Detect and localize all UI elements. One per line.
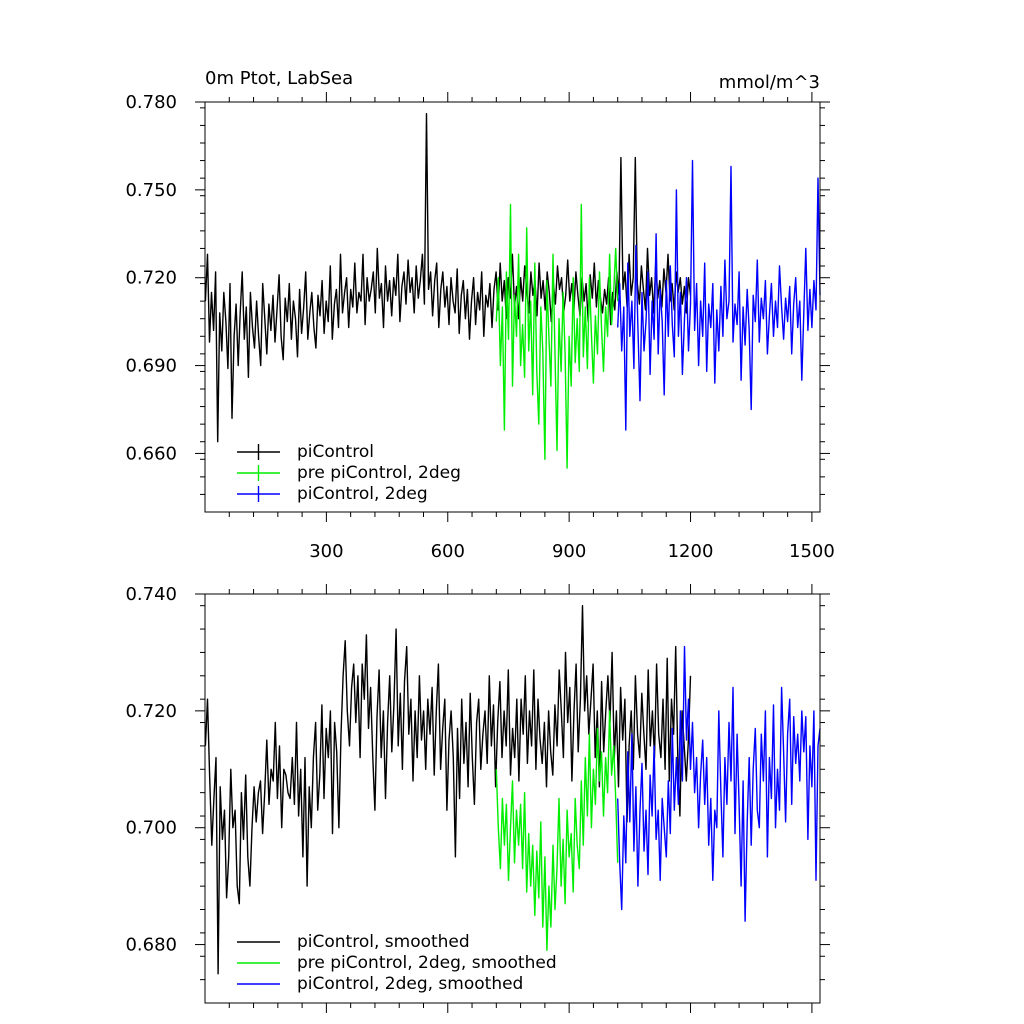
legend-label: piControl, 2deg, smoothed (297, 974, 523, 994)
chart-title: 0m Ptot, LabSea (205, 68, 353, 89)
units-label: mmol/m^3 (719, 72, 820, 93)
y-tick-label: 0.660 (125, 443, 177, 464)
series-line-1 (204, 113, 692, 443)
legend-label: piControl (297, 442, 374, 462)
y-tick-label: 0.780 (125, 92, 177, 113)
series-line-3 (617, 645, 821, 922)
top-axes: 300 600 900 1200 1500 0.660 0.690 0.720 0.750 0.7… (125, 92, 835, 562)
top-chart-panel: 0m Ptot, LabSea mmol/m^3 300 600 900 1200 15… (125, 68, 834, 562)
bottom-series-group (204, 605, 821, 975)
x-tick-label: 300 (309, 541, 343, 562)
y-tick-label: 0.740 (125, 584, 177, 605)
x-tick-label: 900 (552, 541, 586, 562)
series-line-2 (495, 203, 619, 469)
y-tick-label: 0.700 (125, 818, 177, 839)
legend-label: piControl, smoothed (297, 932, 470, 952)
x-tick-label: 1200 (668, 541, 714, 562)
legend-label: pre piControl, 2deg, smoothed (297, 953, 557, 973)
plot-frame (204, 593, 821, 1004)
x-tick-label: 1500 (789, 541, 835, 562)
y-tick-label: 0.720 (125, 268, 177, 289)
bottom-chart-panel: 0.680 0.700 0.720 0.740 piControl, smoothed… (125, 584, 830, 1013)
top-series-group (204, 113, 821, 469)
bottom-axes: 0.680 0.700 0.720 0.740 (125, 584, 830, 1013)
y-tick-label: 0.750 (125, 180, 177, 201)
y-tick-label: 0.680 (125, 935, 177, 956)
legend-label: pre piControl, 2deg (297, 463, 461, 483)
series-line-2 (495, 710, 619, 952)
series-line-1 (204, 605, 692, 975)
series-line-3 (617, 159, 821, 431)
y-tick-label: 0.690 (125, 356, 177, 377)
x-tick-label: 600 (431, 541, 465, 562)
legend-label: piControl, 2deg (297, 484, 428, 504)
plot-frame (204, 101, 821, 513)
y-tick-label: 0.720 (125, 701, 177, 722)
